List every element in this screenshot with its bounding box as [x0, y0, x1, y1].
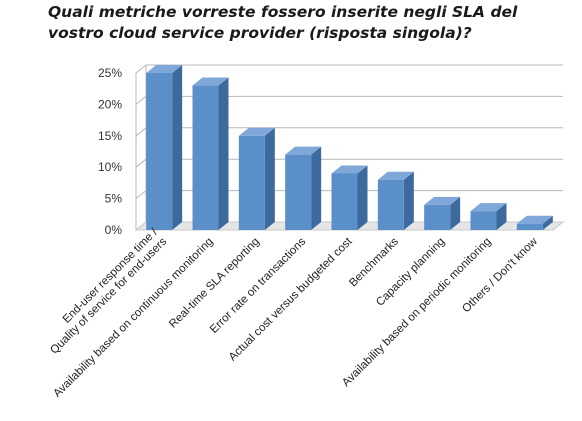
- bar-front: [238, 135, 265, 230]
- bar: [424, 196, 461, 230]
- bar-front: [377, 179, 404, 230]
- bar-side: [357, 165, 368, 230]
- y-axis-tick-labels: 0% 5% 10% 15% 20% 25%: [98, 66, 122, 237]
- bar-side: [403, 171, 414, 230]
- bar-top: [424, 196, 461, 205]
- gridline-depth: [135, 127, 147, 137]
- y-tick-label: 15%: [98, 129, 122, 143]
- bar-top: [516, 215, 553, 224]
- gridline-depth: [135, 96, 147, 105]
- bar-front: [424, 204, 451, 230]
- bar-top: [285, 146, 322, 155]
- bar: [331, 165, 368, 230]
- bar-front: [192, 85, 219, 230]
- y-tick-label: 10%: [98, 160, 122, 174]
- bar: [238, 127, 275, 230]
- bar-side: [172, 65, 183, 230]
- x-axis-category-labels: End-user response time /Quality of servi…: [48, 226, 540, 400]
- bar-top: [331, 165, 368, 174]
- chart-title: Quali metriche vorreste fossero inserite…: [48, 3, 518, 42]
- bar-front: [470, 211, 497, 230]
- y-tick-label: 25%: [98, 66, 122, 80]
- bar-side: [542, 215, 553, 230]
- bar-front: [285, 154, 312, 230]
- bars: [146, 65, 553, 230]
- gridline-depth: [135, 158, 147, 168]
- bar-side: [218, 77, 229, 230]
- bar: [377, 171, 414, 230]
- bar-side: [311, 146, 322, 230]
- bar: [146, 65, 183, 230]
- bar-top: [192, 77, 229, 86]
- y-tick-label: 20%: [98, 97, 122, 111]
- gridline-depth: [135, 190, 147, 199]
- x-category-label: Error rate on transactions: [208, 235, 308, 335]
- bar-front: [331, 173, 358, 230]
- bar-side: [264, 127, 275, 230]
- bar-side: [496, 203, 507, 230]
- bar: [285, 146, 322, 230]
- bar: [192, 77, 229, 230]
- bar: [470, 203, 507, 230]
- y-tick-label: 5%: [105, 192, 123, 206]
- bar-front: [146, 73, 173, 230]
- y-tick-label: 0%: [105, 223, 123, 237]
- gridline-depth: [135, 64, 147, 74]
- bar-top: [377, 171, 414, 180]
- bar-front: [516, 223, 543, 230]
- bar: [516, 215, 553, 230]
- bar-side: [450, 196, 461, 230]
- bar-top: [470, 203, 507, 212]
- x-category-label: Real-time SLA reporting: [167, 236, 262, 331]
- bar-top: [146, 65, 183, 73]
- bar-top: [238, 127, 275, 136]
